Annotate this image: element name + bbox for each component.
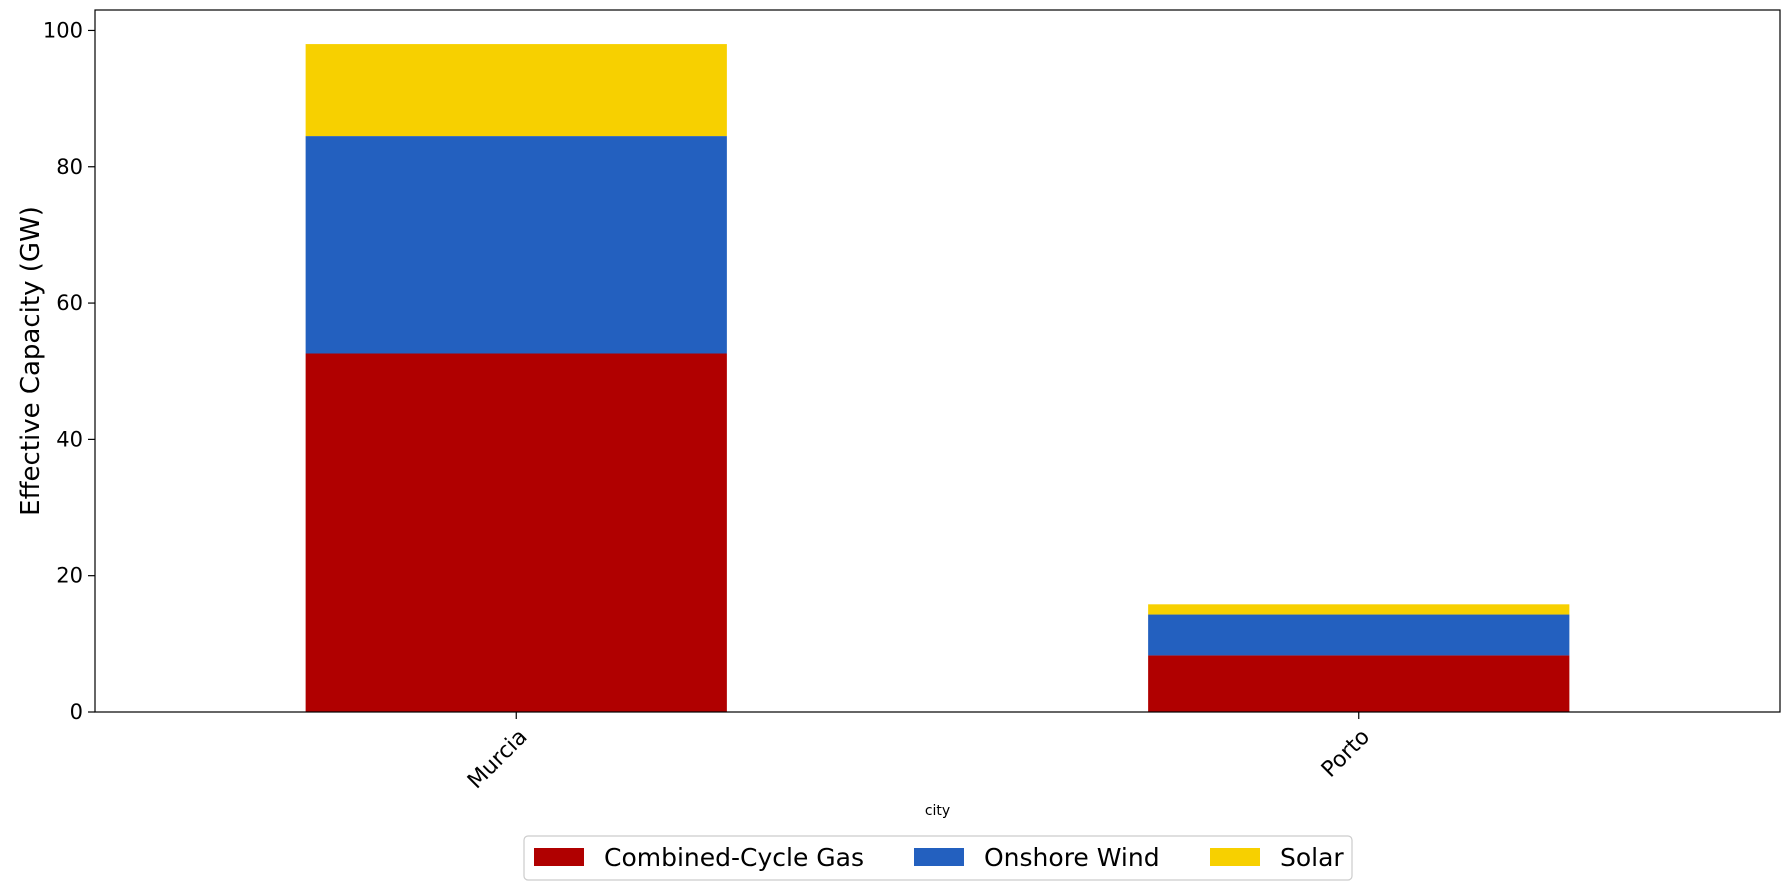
x-axis: Murcia Porto [463, 712, 1375, 794]
bar-porto-combined-cycle-gas [1148, 655, 1570, 712]
y-tick-label: 20 [56, 564, 83, 588]
bar-murcia-onshore-wind [305, 136, 727, 354]
y-tick-label: 80 [56, 155, 83, 179]
y-tick-label: 40 [56, 427, 83, 451]
legend-label: Combined-Cycle Gas [604, 843, 864, 872]
legend: Combined-Cycle Gas Onshore Wind Solar [523, 835, 1353, 881]
y-tick-label: 100 [43, 18, 83, 42]
y-axis: 0 20 40 60 80 100 [43, 18, 95, 724]
bar-porto-onshore-wind [1148, 614, 1570, 656]
legend-label: Onshore Wind [984, 843, 1160, 872]
legend-label: Solar [1280, 843, 1344, 872]
legend-swatch [534, 848, 584, 866]
x-tick-label: Porto [1317, 725, 1375, 783]
x-tick-label: Murcia [463, 725, 532, 794]
bar-murcia-combined-cycle-gas [305, 353, 727, 712]
legend-swatch [1210, 848, 1260, 866]
plot-frame [94, 9, 1781, 713]
legend-swatch [914, 848, 964, 866]
bar-porto-solar [1148, 604, 1570, 615]
y-tick-label: 0 [70, 700, 83, 724]
y-tick-label: 60 [56, 291, 83, 315]
x-axis-label: city [925, 803, 950, 819]
bar-murcia-solar [305, 44, 727, 137]
y-axis-label: Effective Capacity (GW) [16, 206, 46, 516]
bars-layer [305, 44, 1570, 712]
